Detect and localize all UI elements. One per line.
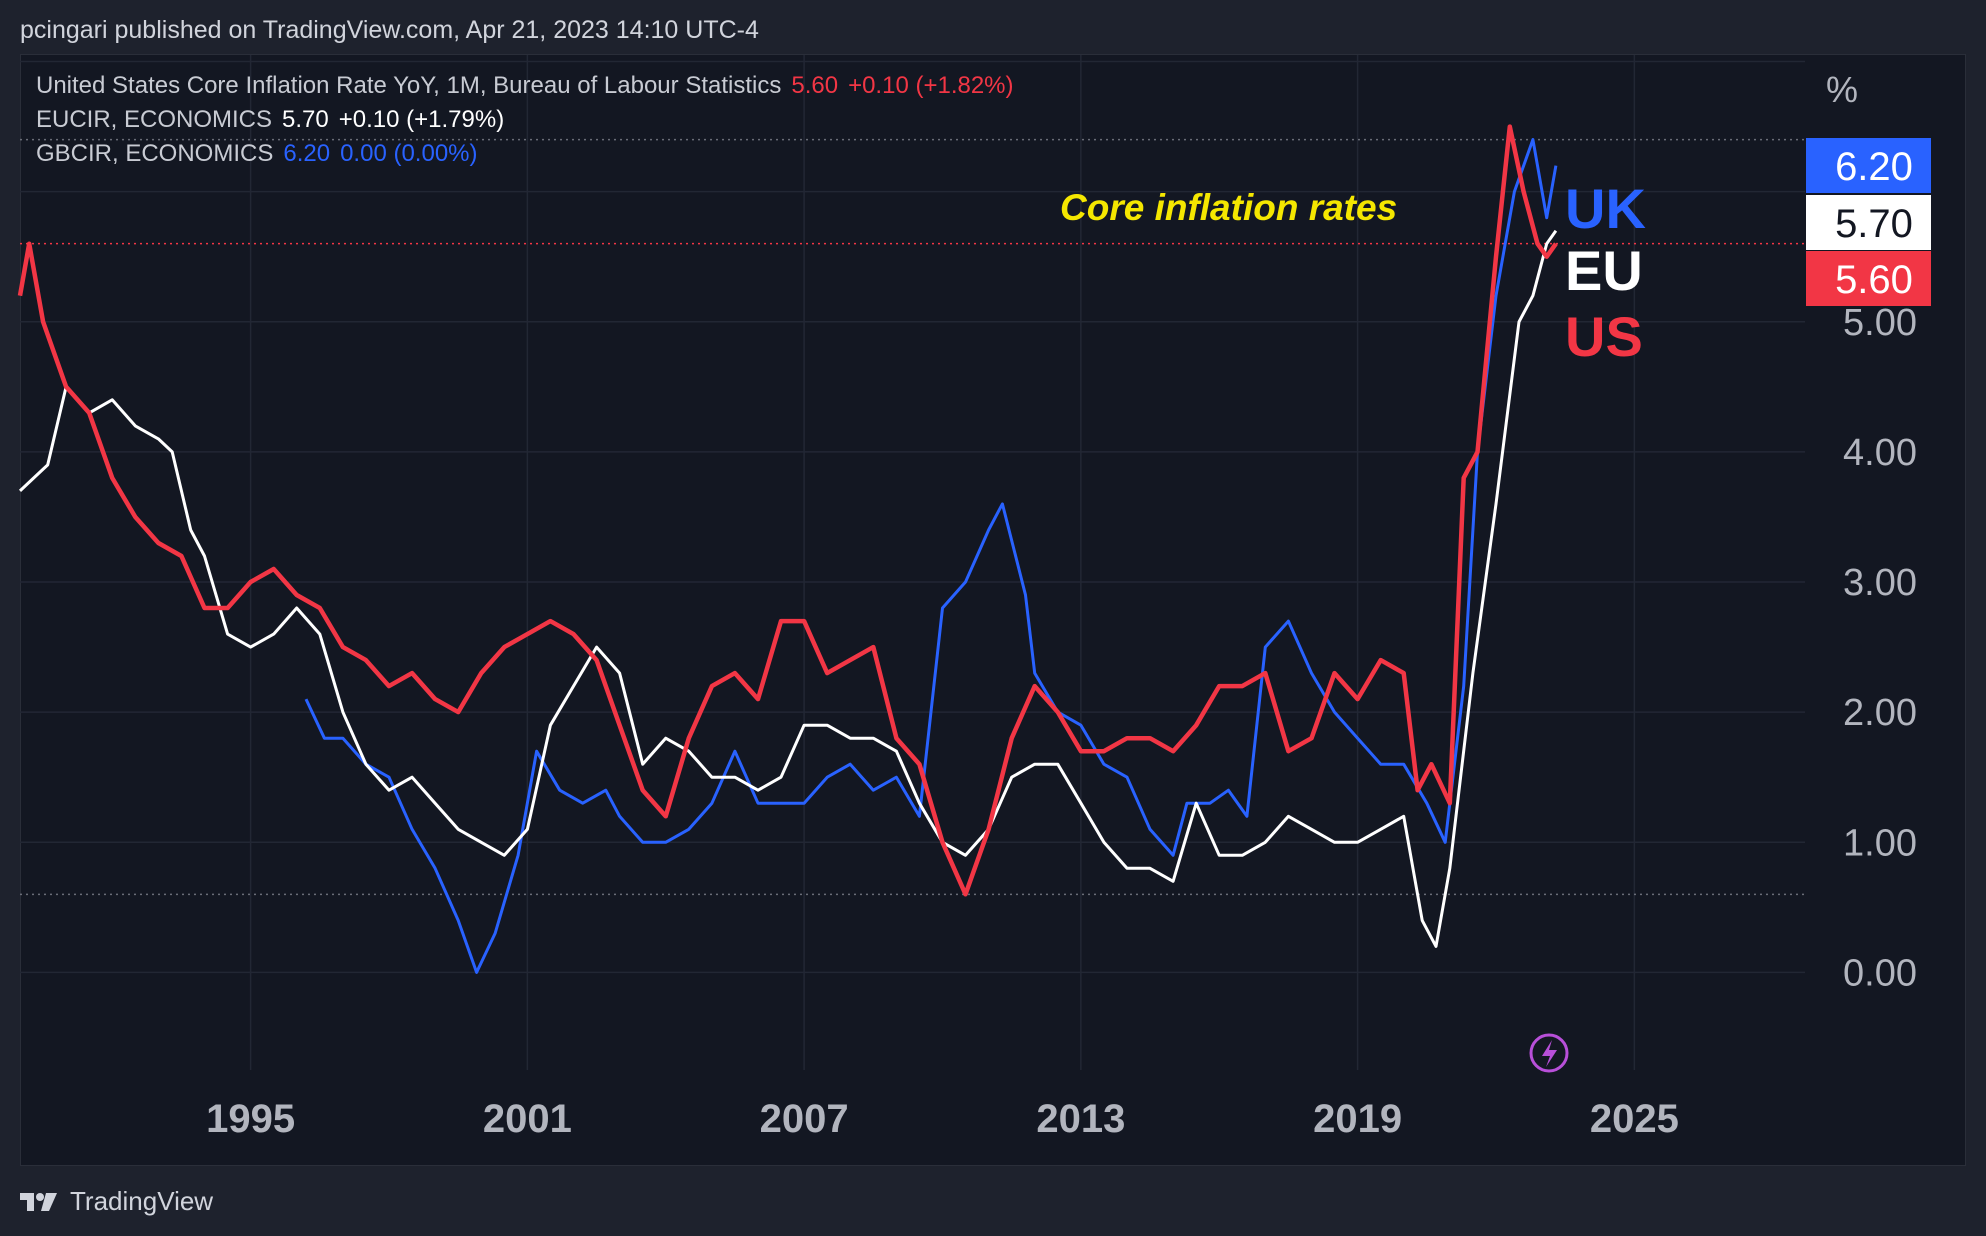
chart-grid <box>20 55 1805 1070</box>
price-label-box <box>1806 251 1931 306</box>
legend-uk-name: GBCIR, ECONOMICS <box>36 140 274 167</box>
price-label-box <box>1806 138 1931 193</box>
legend-eu-value: 5.70 <box>282 106 329 133</box>
series-line-uk <box>304 138 1558 974</box>
x-tick-label: 2013 <box>1036 1097 1125 1141</box>
chart-axes: 0.00 1.00 2.00 3.00 4.00 5.00 1995 2001 2007 2013… <box>206 138 1931 1141</box>
legend-eu[interactable]: EUCIR, ECONOMICS 5.70 +0.10 (+1.79%) <box>36 106 504 134</box>
series-label-us: US <box>1565 305 1643 368</box>
tradingview-brand-label: TradingView <box>70 1186 214 1216</box>
series-line-eu <box>18 229 1558 948</box>
y-axis-unit-label: % <box>1826 69 1858 110</box>
y-tick-label: 2.00 <box>1843 692 1917 734</box>
price-label-value: 5.70 <box>1835 202 1913 246</box>
x-tick-label: 1995 <box>206 1097 295 1141</box>
legend-us-name: United States Core Inflation Rate YoY, 1… <box>36 72 782 99</box>
price-label-uk: 6.20 <box>1806 138 1931 193</box>
price-label-box <box>1806 195 1931 250</box>
y-tick-label: 4.00 <box>1843 432 1917 474</box>
x-tick-label: 2025 <box>1590 1097 1679 1141</box>
price-label-value: 5.60 <box>1835 258 1913 302</box>
series-label-uk: UK <box>1565 177 1646 240</box>
x-tick-label: 2001 <box>483 1097 572 1141</box>
tradingview-brand[interactable]: TradingView <box>20 1186 213 1217</box>
lightning-icon[interactable] <box>1529 1033 1569 1073</box>
price-label-value: 6.20 <box>1835 145 1913 189</box>
y-tick-label: 0.00 <box>1843 952 1917 994</box>
published-caption: pcingari published on TradingView.com, A… <box>20 16 759 44</box>
legend-eu-change: +0.10 (+1.79%) <box>338 106 505 133</box>
legend-us-change: +0.10 (+1.82%) <box>848 72 1014 99</box>
tradingview-logo-icon <box>20 1191 58 1213</box>
chart-annotation: Core inflation rates <box>1060 187 1397 228</box>
legend-us[interactable]: United States Core Inflation Rate YoY, 1… <box>36 72 1014 100</box>
chart-frame <box>20 54 1966 1166</box>
series-label-eu: EU <box>1565 239 1643 302</box>
series-line-us <box>17 124 1558 897</box>
x-tick-label: 2007 <box>760 1097 849 1141</box>
legend-eu-name: EUCIR, ECONOMICS <box>36 106 273 133</box>
legend-uk-change: 0.00 (0.00%) <box>340 140 478 167</box>
price-label-us: 5.60 <box>1806 251 1931 306</box>
y-tick-label: 3.00 <box>1843 562 1917 604</box>
legend-uk-value: 6.20 <box>283 140 331 167</box>
legend-uk[interactable]: GBCIR, ECONOMICS 6.20 0.00 (0.00%) <box>36 140 478 168</box>
y-tick-label: 1.00 <box>1843 822 1917 864</box>
price-label-eu: 5.70 <box>1806 195 1931 250</box>
chart-series <box>17 124 1558 974</box>
y-tick-label: 5.00 <box>1843 302 1917 344</box>
x-tick-label: 2019 <box>1313 1097 1402 1141</box>
legend-us-value: 5.60 <box>791 72 839 99</box>
